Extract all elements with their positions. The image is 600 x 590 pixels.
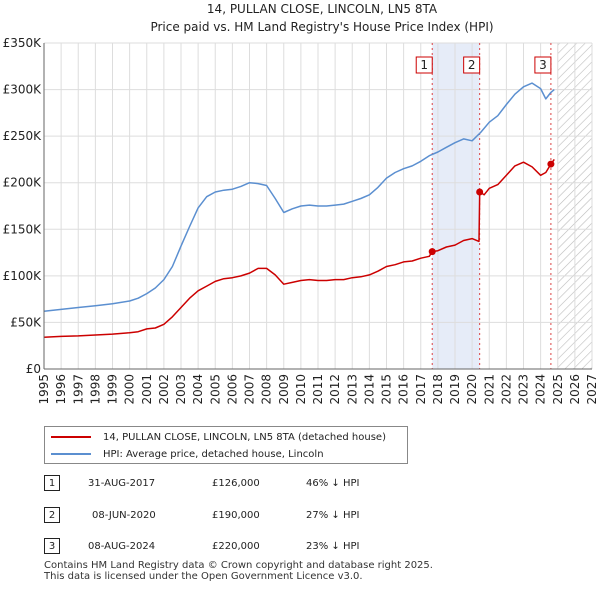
footer: Contains HM Land Registry data © Crown c… [44,560,433,582]
transaction-date: 08-AUG-2024 [88,540,156,552]
transaction-badge: 1 [44,475,60,491]
x-tick-label: 2012 [328,374,342,405]
x-tick-label: 2013 [345,374,359,405]
x-tick-label: 1996 [54,374,68,405]
transaction-hpi: 23% ↓ HPI [306,540,360,552]
legend: 14, PULLAN CLOSE, LINCOLN, LN5 8TA (deta… [44,426,408,464]
legend-item-property: 14, PULLAN CLOSE, LINCOLN, LN5 8TA (deta… [51,429,386,445]
x-tick-label: 2024 [534,374,548,405]
sale-point [476,188,484,196]
x-tick-label: 2017 [414,374,428,405]
x-tick-label: 2015 [380,374,394,405]
sale-point [547,160,555,168]
legend-label-hpi: HPI: Average price, detached house, Linc… [103,448,324,460]
x-tick-label: 2006 [225,374,239,405]
x-tick-label: 1995 [37,374,51,405]
x-tick-label: 1997 [71,374,85,405]
x-tick-label: 2003 [174,374,188,405]
transaction-price: £126,000 [212,477,260,489]
transaction-badge: 2 [44,507,60,523]
x-tick-label: 1999 [106,374,120,405]
x-tick-label: 2018 [431,374,445,405]
transaction-hpi: 46% ↓ HPI [306,477,360,489]
sale-label-text: 1 [420,58,428,72]
x-tick-label: 2027 [585,374,599,405]
sale-point [428,248,436,256]
x-tick-label: 2010 [294,374,308,405]
x-tick-label: 1998 [88,374,102,405]
x-tick-label: 2002 [157,374,171,405]
x-tick-label: 2026 [568,374,582,405]
transaction-date: 31-AUG-2017 [88,477,156,489]
y-tick-label: £300K [3,83,43,97]
x-tick-label: 2020 [465,374,479,405]
x-tick-label: 2005 [208,374,222,405]
transaction-date: 08-JUN-2020 [92,509,156,521]
x-tick-label: 2009 [277,374,291,405]
hpi-line [43,82,555,313]
x-tick-label: 2007 [243,374,257,405]
x-tick-label: 2019 [448,374,462,405]
chart-title: 14, PULLAN CLOSE, LINCOLN, LN5 8TA [207,2,438,16]
y-tick-label: £250K [3,129,43,143]
x-tick-label: 2014 [362,374,376,405]
transaction-hpi: 27% ↓ HPI [306,509,360,521]
sale-label-box [415,56,433,74]
transaction-badge: 3 [44,538,60,554]
x-tick-label: 2023 [517,374,531,405]
x-tick-label: 2008 [260,374,274,405]
chart-subtitle: Price paid vs. HM Land Registry's House … [150,20,493,34]
y-tick-label: £150K [3,222,43,236]
transaction-price: £220,000 [212,540,260,552]
table-row: 2 08-JUN-2020 £190,000 27% ↓ HPI [44,506,464,524]
legend-swatch-hpi [51,453,91,455]
sale-label-text: 3 [539,58,547,72]
sale-label-text: 2 [468,58,476,72]
y-tick-label: £50K [10,315,42,329]
property-price-line [43,158,555,339]
x-tick-label: 2021 [482,374,496,405]
y-tick-label: £350K [3,36,43,50]
x-tick-label: 2001 [140,374,154,405]
legend-item-hpi: HPI: Average price, detached house, Linc… [51,446,324,462]
x-tick-label: 2016 [397,374,411,405]
x-tick-label: 2022 [499,374,513,405]
price-chart: 14, PULLAN CLOSE, LINCOLN, LN5 8TA Price… [3,2,599,405]
sale-label-box [463,56,481,74]
y-tick-label: £0 [26,362,41,376]
x-tick-label: 2011 [311,374,325,405]
footer-copyright: Contains HM Land Registry data © Crown c… [44,560,433,571]
x-tick-label: 2000 [123,374,137,405]
x-tick-label: 2025 [551,374,565,405]
y-tick-label: £200K [3,176,43,190]
table-row: 1 31-AUG-2017 £126,000 46% ↓ HPI [44,474,464,492]
x-tick-label: 2004 [191,374,205,405]
table-row: 3 08-AUG-2024 £220,000 23% ↓ HPI [44,537,464,555]
transaction-price: £190,000 [212,509,260,521]
legend-swatch-property [51,436,91,438]
legend-label-property: 14, PULLAN CLOSE, LINCOLN, LN5 8TA (deta… [103,431,386,443]
footer-licence: This data is licensed under the Open Gov… [44,571,363,582]
y-tick-label: £100K [3,269,43,283]
sale-label-box [534,56,552,74]
